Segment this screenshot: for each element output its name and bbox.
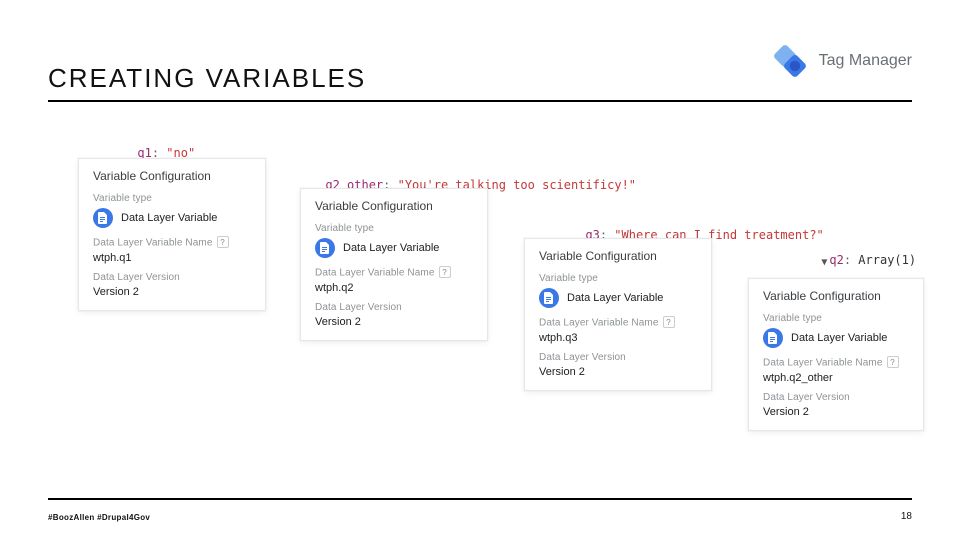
code-array: Array(1) [858,253,916,267]
variable-config-card: Variable Configuration Variable type Data … [300,188,488,341]
variable-version-label: Data Layer Version [539,352,697,363]
slide-header: CREATING VARIABLES Tag Manager [48,52,912,102]
card-title: Variable Configuration [93,169,251,183]
brand-name: Tag Manager [819,52,912,70]
variable-type-label: Variable type [539,273,697,284]
footer-hashtags: #BoozAllen #Drupal4Gov [48,513,150,522]
variable-config-card: Variable Configuration Variable type Data … [748,278,924,431]
data-layer-icon [539,288,559,308]
tag-manager-logo-icon [769,40,811,82]
variable-type-value: Data Layer Variable [343,242,439,254]
variable-type-row: Data Layer Variable [315,238,473,258]
variable-type-row: Data Layer Variable [539,288,697,308]
variable-type-value: Data Layer Variable [791,332,887,344]
card-title: Variable Configuration [763,289,909,303]
disclosure-triangle-icon: ▼ [821,255,827,270]
page-number: 18 [901,511,912,522]
variable-type-row: Data Layer Variable [93,208,251,228]
variable-name-value: wtph.q3 [539,332,697,344]
card-title: Variable Configuration [315,199,473,213]
footer-divider [48,498,912,500]
variable-name-label: Data Layer Variable Name? [315,266,473,279]
variable-type-label: Variable type [93,193,251,204]
variable-type-value: Data Layer Variable [121,212,217,224]
variable-type-label: Variable type [315,223,473,234]
variable-version-label: Data Layer Version [315,302,473,313]
variable-name-value: wtph.q1 [93,252,251,264]
variable-name-label: Data Layer Variable Name? [93,236,251,249]
variable-type-label: Variable type [763,313,909,324]
variable-type-value: Data Layer Variable [567,292,663,304]
variable-name-label: Data Layer Variable Name? [539,316,697,329]
help-icon[interactable]: ? [663,316,675,328]
variable-version-label: Data Layer Version [763,392,909,403]
card-title: Variable Configuration [539,249,697,263]
variable-name-label: Data Layer Variable Name? [763,356,909,369]
variable-name-value: wtph.q2_other [763,372,909,384]
content-area: q1: "no" q2_other: "You're talking too s… [48,102,912,480]
slide: CREATING VARIABLES Tag Manager q1: "no" … [0,0,960,540]
brand: Tag Manager [769,40,912,82]
data-layer-icon [93,208,113,228]
variable-name-value: wtph.q2 [315,282,473,294]
slide-title: CREATING VARIABLES [48,63,366,94]
variable-config-card: Variable Configuration Variable type Data … [78,158,266,311]
variable-version-value: Version 2 [93,286,251,298]
variable-version-label: Data Layer Version [93,272,251,283]
variable-config-card: Variable Configuration Variable type Data … [524,238,712,391]
help-icon[interactable]: ? [439,266,451,278]
variable-version-value: Version 2 [315,316,473,328]
variable-version-value: Version 2 [763,406,909,418]
data-layer-icon [315,238,335,258]
variable-type-row: Data Layer Variable [763,328,909,348]
help-icon[interactable]: ? [887,356,899,368]
code-key: q2 [829,253,843,267]
data-layer-icon [763,328,783,348]
help-icon[interactable]: ? [217,236,229,248]
variable-version-value: Version 2 [539,366,697,378]
